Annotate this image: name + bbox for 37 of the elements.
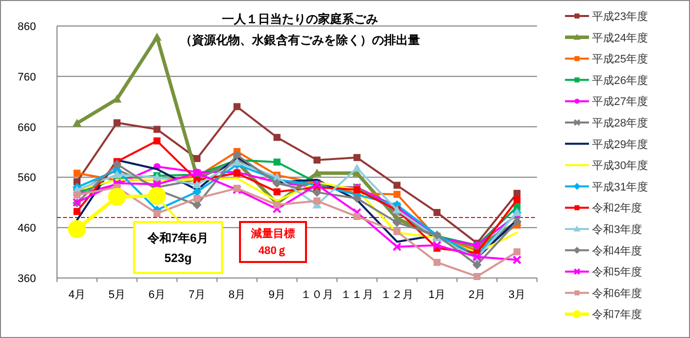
x-tick-label: 8月 — [228, 289, 246, 301]
chart-title: 一人１日当たりの家庭系ごみ — [222, 12, 378, 26]
legend-label: 令和7年度 — [592, 308, 642, 322]
legend-label: 令和5年度 — [592, 266, 642, 279]
x-tick-label: 4月 — [68, 289, 86, 301]
annotation: 令和7年6月 523g — [146, 231, 209, 265]
legend-label: 令和4年度 — [592, 244, 642, 258]
legend-label: 平成23年度 — [592, 10, 648, 23]
x-tick-label: 7月 — [188, 289, 206, 301]
x-tick-label: １０月 — [300, 289, 334, 301]
x-tick-label: 9月 — [268, 289, 286, 301]
x-tick-label: １２月 — [380, 289, 414, 301]
y-tick-label: 360 — [18, 273, 36, 285]
legend-label: 平成24年度 — [592, 31, 648, 44]
legend-label: 令和3年度 — [592, 223, 642, 236]
legend-label: 平成25年度 — [592, 52, 648, 66]
y-tick-label: 660 — [18, 122, 36, 134]
y-tick-label: 760 — [18, 71, 36, 84]
legend-label: 平成31年度 — [592, 180, 648, 194]
legend-label: 平成27年度 — [592, 95, 648, 108]
legend-label: 平成30年度 — [592, 159, 648, 172]
x-tick-label: 5月 — [108, 289, 126, 301]
text: （資源化物、水銀含有ごみを除く）の排出量 — [180, 33, 420, 47]
x-tick-label: 1月 — [428, 289, 446, 301]
x-tick-label: １１月 — [340, 289, 374, 301]
y-tick-label: 560 — [18, 172, 36, 184]
legend-label: 平成29年度 — [592, 138, 648, 151]
legend-label: 平成26年度 — [592, 74, 648, 87]
y-tick-label: 860 — [18, 21, 36, 33]
x-tick-label: 3月 — [508, 289, 526, 301]
y-tick-label: 460 — [18, 222, 36, 235]
legend-label: 令和2年度 — [592, 202, 642, 215]
legend-label: 平成28年度 — [592, 116, 648, 130]
ref-line-label: 減量目標 480ｇ — [250, 227, 295, 257]
x-tick-label: 2月 — [468, 289, 486, 301]
legend-label: 令和6年度 — [592, 286, 642, 300]
x-tick-label: 6月 — [148, 289, 166, 301]
